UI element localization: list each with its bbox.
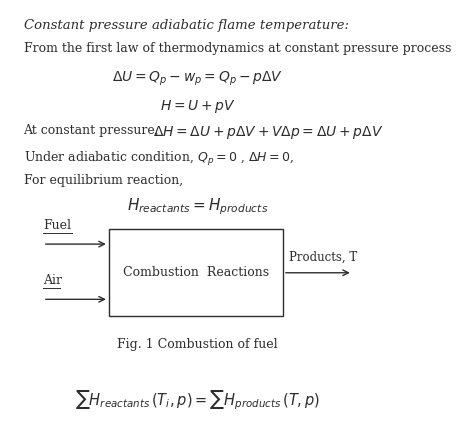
Text: $H = U + pV$: $H = U + pV$: [160, 98, 236, 116]
FancyBboxPatch shape: [109, 229, 283, 316]
Text: Air: Air: [43, 275, 62, 288]
Text: Combustion  Reactions: Combustion Reactions: [123, 266, 269, 279]
Text: At constant pressure,: At constant pressure,: [24, 124, 159, 137]
Text: For equilibrium reaction,: For equilibrium reaction,: [24, 174, 182, 187]
Text: Constant pressure adiabatic flame temperature:: Constant pressure adiabatic flame temper…: [24, 19, 348, 32]
Text: $\Delta H = \Delta U + p\Delta V + V\Delta p = \Delta U + p\Delta V$: $\Delta H = \Delta U + p\Delta V + V\Del…: [153, 124, 384, 141]
Text: $\sum H_{reactants}\,(T_i, p) = \sum H_{products}\,(T, p)$: $\sum H_{reactants}\,(T_i, p) = \sum H_{…: [75, 388, 320, 412]
Text: $H_{reactants} = H_{products}$: $H_{reactants} = H_{products}$: [127, 196, 268, 216]
Text: From the first law of thermodynamics at constant pressure process: From the first law of thermodynamics at …: [24, 42, 451, 55]
Text: $\Delta U = Q_p - w_p = Q_p - p\Delta V$: $\Delta U = Q_p - w_p = Q_p - p\Delta V$: [112, 70, 283, 88]
Text: Products, T: Products, T: [289, 250, 357, 263]
Text: Fig. 1 Combustion of fuel: Fig. 1 Combustion of fuel: [118, 338, 278, 351]
Text: Fuel: Fuel: [43, 219, 71, 232]
Text: Under adiabatic condition, $Q_p = 0$ , $\Delta H = 0$,: Under adiabatic condition, $Q_p = 0$ , $…: [24, 150, 294, 168]
